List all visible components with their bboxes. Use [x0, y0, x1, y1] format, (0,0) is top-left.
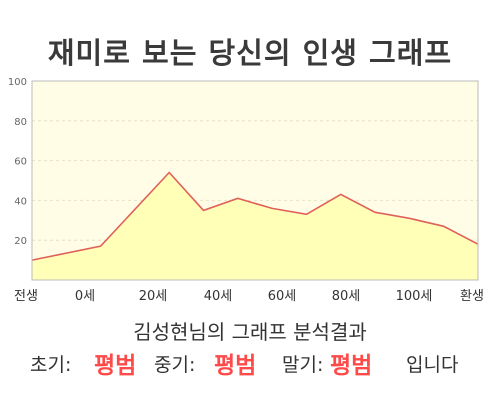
area-fill — [32, 172, 478, 280]
early-label: 초기: — [30, 354, 72, 376]
y-tick-label: 20 — [14, 236, 27, 247]
y-tick-label: 60 — [14, 157, 27, 168]
x-tick-label: 100세 — [396, 289, 433, 304]
verdict-suffix: 입니다 — [406, 354, 459, 376]
mid-value: 평범 — [214, 353, 257, 379]
chart-title: 재미로 보는 당신의 인생 그래프 — [47, 36, 453, 70]
x-tick-labels: 전생 0세 20세 40세 60세 80세 100세 환생 — [14, 289, 484, 304]
x-tick-label: 40세 — [204, 289, 233, 304]
series-line — [31, 171, 479, 261]
x-tick-label: 전생 — [14, 289, 38, 304]
verdict-row: 초기: 평범 중기: 평범 말기: 평범 입니다 — [0, 346, 500, 380]
analysis-summary: 김성현님의 그래프 분석결과 — [133, 320, 367, 344]
x-tick-label: 20세 — [139, 289, 168, 304]
mid-label: 중기: — [154, 354, 196, 376]
y-tick-label: 100 — [8, 77, 27, 88]
x-tick-label: 60세 — [268, 289, 297, 304]
y-tick-label: 40 — [14, 196, 27, 207]
x-tick-label: 80세 — [332, 289, 361, 304]
late-label: 말기: — [282, 354, 324, 376]
early-value: 평범 — [94, 353, 137, 379]
late-value: 평범 — [330, 353, 373, 379]
y-tick-labels: 20 40 60 80 100 — [8, 77, 27, 247]
plot-frame — [31, 80, 479, 281]
y-tick-label: 80 — [14, 117, 27, 128]
x-tick-label: 환생 — [460, 289, 484, 304]
x-tick-label: 0세 — [75, 289, 95, 304]
